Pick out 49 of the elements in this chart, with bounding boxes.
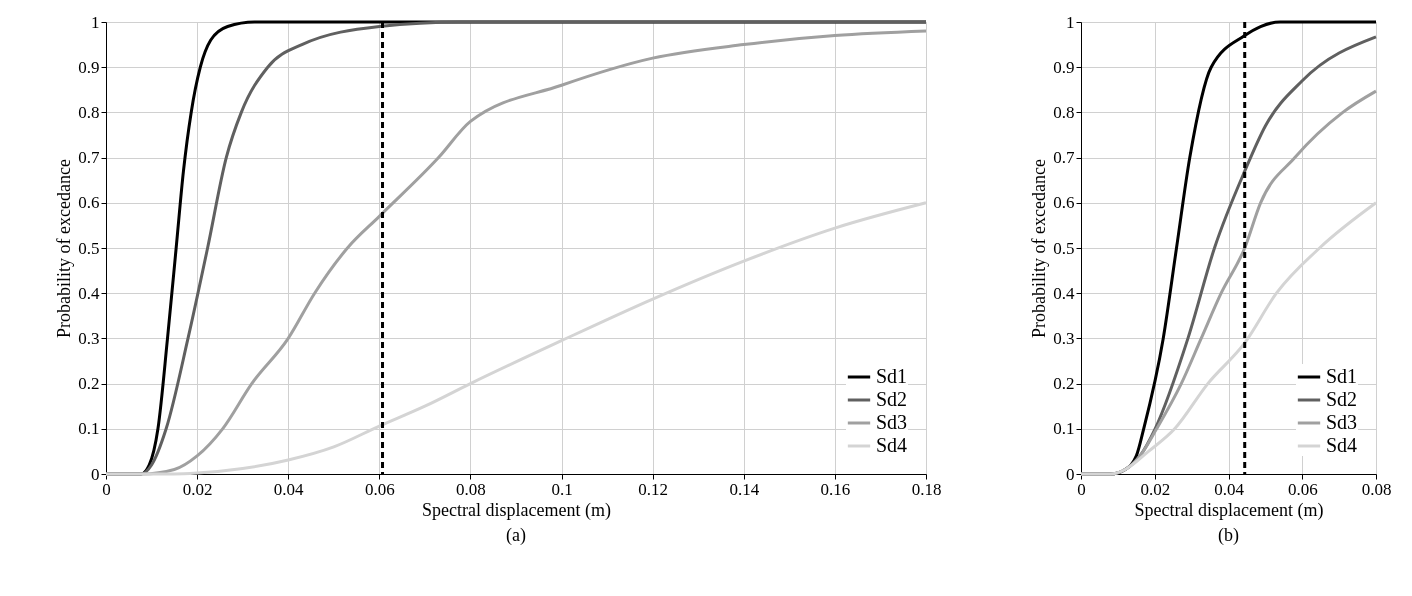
y-axis-title: Probability of excedance — [54, 159, 75, 338]
y-tick-label: 1 — [91, 12, 100, 32]
text: (b) — [1218, 525, 1239, 546]
legend-label: Sd1 — [1326, 365, 1358, 387]
x-tick-label: 0.18 — [911, 479, 942, 499]
y-tick-label: 0.9 — [78, 57, 100, 77]
legend-label: Sd3 — [876, 411, 908, 433]
x-tick-label: 0.14 — [729, 479, 760, 499]
y-tick-label: 0.6 — [1053, 193, 1075, 213]
y-tick-label: 0.3 — [78, 328, 100, 348]
text: (a) — [506, 525, 526, 546]
x-axis-title: Spectral displacement (m) — [1134, 499, 1324, 521]
x-tick-label: 0.04 — [1214, 479, 1245, 499]
y-tick-label: 0.2 — [78, 374, 100, 394]
legend-label: Sd4 — [1326, 434, 1358, 456]
x-axis-title: Spectral displacement (m) — [422, 499, 611, 521]
y-tick-label: 0.2 — [1053, 374, 1075, 394]
x-tick-label: 0.08 — [456, 479, 486, 499]
y-tick-label: 1 — [1066, 12, 1075, 32]
legend-label: Sd1 — [876, 365, 908, 387]
x-tick-label: 0.16 — [820, 479, 851, 499]
legend-label: Sd2 — [1326, 388, 1358, 410]
y-tick-label: 0.4 — [78, 283, 100, 303]
y-tick-label: 0.8 — [1053, 102, 1075, 122]
y-axis-title: Probability of excedance — [1029, 159, 1050, 338]
legend-label: Sd2 — [876, 388, 908, 410]
y-tick-label: 0.7 — [78, 148, 100, 168]
y-tick-label: 0.5 — [78, 238, 100, 258]
y-tick-label: 0.6 — [78, 193, 100, 213]
y-tick-label: 0 — [1066, 464, 1075, 484]
x-tick-label: 0.04 — [273, 479, 305, 499]
x-tick-label: 0.1 — [551, 479, 573, 499]
y-tick-label: 0.3 — [1053, 328, 1075, 348]
x-tick-label: 0.12 — [638, 479, 669, 499]
legend-label: Sd3 — [1326, 411, 1358, 433]
y-tick-label: 0.8 — [78, 102, 100, 122]
y-tick-label: 0 — [91, 464, 100, 484]
legend-label: Sd4 — [876, 434, 908, 456]
y-tick-label: 0.1 — [1053, 419, 1075, 439]
x-tick-label: 0.08 — [1361, 479, 1392, 499]
y-tick-label: 0.4 — [1053, 283, 1075, 303]
y-tick-label: 0.1 — [78, 419, 100, 439]
x-tick-label: 0.02 — [182, 479, 213, 499]
x-tick-label: 0.06 — [364, 479, 395, 499]
y-tick-label: 0.7 — [1053, 148, 1075, 168]
x-tick-label: 0.06 — [1287, 479, 1318, 499]
x-tick-label: 0.02 — [1140, 479, 1171, 499]
y-tick-label: 0.9 — [1053, 57, 1075, 77]
y-tick-label: 0.5 — [1053, 238, 1075, 258]
